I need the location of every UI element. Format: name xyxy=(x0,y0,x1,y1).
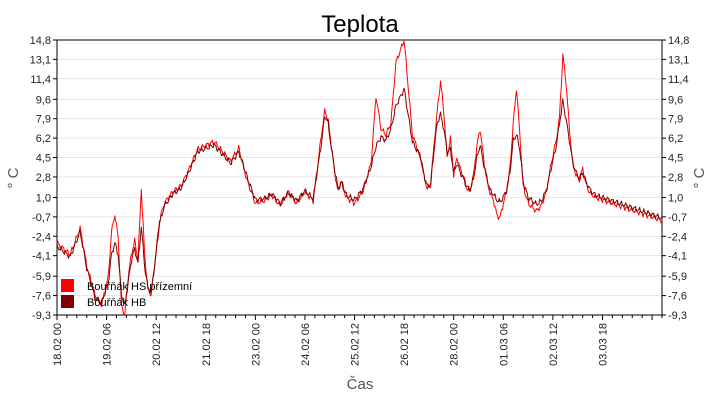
y-tick-label: 13,1 xyxy=(668,54,689,66)
y-tick-label: 6,2 xyxy=(668,133,683,145)
y-tick-label: 14,8 xyxy=(668,35,689,47)
x-axis: 18.02 00 19.02 06 20.02 12 21.02 18 23.02 00… xyxy=(52,315,663,366)
y-tick-label: 6,2 xyxy=(36,133,51,145)
y-tick-label: 2,8 xyxy=(36,172,51,184)
y-axis-left: 14,8 13,1 11,4 9,6 7,9 6,2 4,5 2,8 1,0 -0,7 -2,4 -4… xyxy=(30,35,57,322)
y-tick-label: -5,9 xyxy=(668,271,687,283)
x-tick-label: 23.02 00 xyxy=(250,323,262,366)
x-tick-label: 19.02 06 xyxy=(102,323,114,366)
x-tick-label: 26.02 18 xyxy=(399,323,411,366)
legend-swatch xyxy=(61,279,74,292)
y-tick-label: -4,1 xyxy=(668,251,687,263)
y-tick-label: 2,8 xyxy=(668,172,683,184)
x-tick-label: 18.02 00 xyxy=(52,323,64,366)
x-tick-label: 20.02 12 xyxy=(151,323,163,366)
y-tick-label: 13,1 xyxy=(30,54,51,66)
y-tick-label: -9,3 xyxy=(32,310,51,322)
x-tick-label: 21.02 18 xyxy=(201,323,213,366)
plot-frame xyxy=(56,39,663,316)
legend: Bouřňák HS přízemní Bouřňák HB xyxy=(61,279,192,309)
y-tick-label: -5,9 xyxy=(32,271,51,283)
series-line xyxy=(56,40,663,316)
series-lines xyxy=(56,40,663,316)
y-tick-label: 7,9 xyxy=(668,114,683,126)
x-axis-label: Čas xyxy=(347,376,374,393)
x-tick-label: 03.03 18 xyxy=(597,323,609,366)
y-tick-label: -2,4 xyxy=(668,231,687,243)
series-line xyxy=(56,87,663,304)
y-tick-label: -9,3 xyxy=(668,310,687,322)
y-tick-label: 1,0 xyxy=(668,192,683,204)
y-tick-label: -0,7 xyxy=(668,212,687,224)
y-tick-label: -7,6 xyxy=(668,291,687,303)
x-tick-label: 01.03 06 xyxy=(498,323,510,366)
legend-label: Bouřňák HB xyxy=(87,297,146,309)
y-tick-label: -7,6 xyxy=(32,291,51,303)
y-tick-label: 11,4 xyxy=(30,74,51,86)
y-tick-label: -2,4 xyxy=(32,231,51,243)
y-tick-label: 14,8 xyxy=(30,35,51,47)
y-axis-right: 14,8 13,1 11,4 9,6 7,9 6,2 4,5 2,8 1,0 -0,7 -2,4 -4… xyxy=(662,35,689,322)
y-tick-label: 4,5 xyxy=(36,153,51,165)
legend-label: Bouřňák HS přízemní xyxy=(87,281,192,293)
y-axis-label-left: ° C xyxy=(5,167,22,188)
chart-title: Teplota xyxy=(321,11,399,38)
x-tick-label: 28.02 00 xyxy=(449,323,461,366)
x-tick-label: 25.02 12 xyxy=(350,323,362,366)
y-tick-label: -0,7 xyxy=(32,212,51,224)
y-tick-label: 9,6 xyxy=(668,94,683,106)
y-tick-label: 4,5 xyxy=(668,153,683,165)
y-axis-label-right: ° C xyxy=(691,167,708,188)
x-tick-label: 24.02 06 xyxy=(300,323,312,366)
legend-swatch xyxy=(61,295,74,308)
y-tick-label: 1,0 xyxy=(36,192,51,204)
y-tick-label: 7,9 xyxy=(36,114,51,126)
y-tick-label: 9,6 xyxy=(36,94,51,106)
x-tick-label: 02.03 12 xyxy=(548,323,560,366)
y-tick-label: -4,1 xyxy=(32,251,51,263)
y-tick-label: 11,4 xyxy=(668,74,689,86)
